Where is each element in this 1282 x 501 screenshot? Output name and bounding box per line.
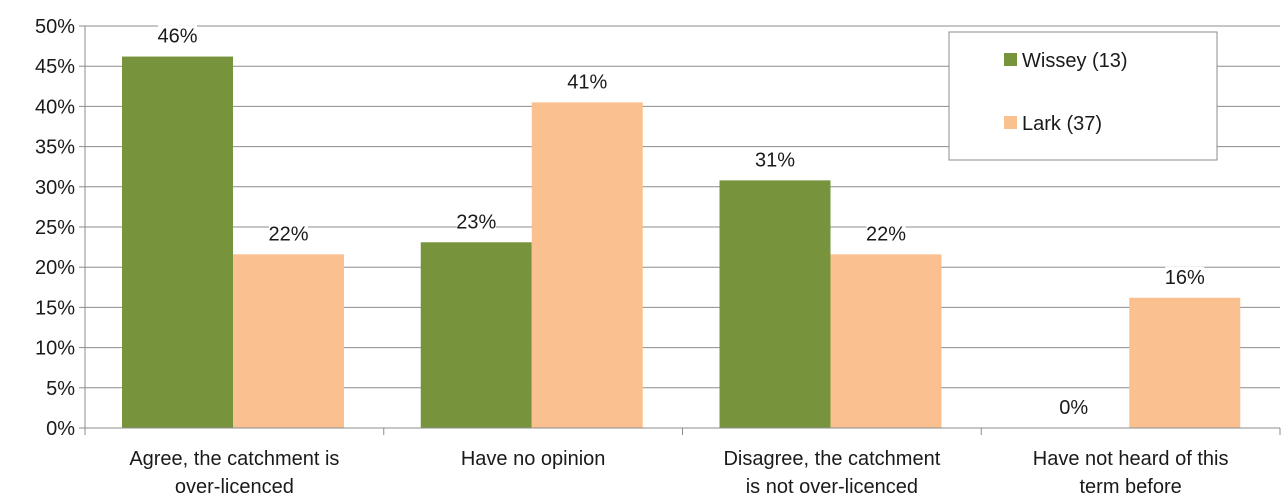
bars — [122, 56, 1241, 428]
data-label-background — [456, 211, 496, 236]
x-category-label: term before — [1079, 476, 1181, 498]
data-label: 16% — [1165, 267, 1205, 289]
x-category-label: Have no opinion — [461, 448, 606, 470]
y-tick-label: 45% — [35, 56, 75, 78]
y-tick-label: 5% — [46, 378, 75, 400]
data-label: 22% — [268, 223, 308, 245]
data-labels: 46% 23% 31% 0% 22% 41% 22% 16% — [157, 25, 1205, 421]
bar — [233, 254, 344, 428]
y-tick-label: 35% — [35, 137, 75, 159]
data-label: 23% — [456, 211, 496, 233]
bar — [531, 102, 643, 428]
y-tick-label: 30% — [35, 177, 75, 199]
data-label-background — [1165, 266, 1205, 291]
legend-entry: Lark (37) — [1022, 113, 1102, 135]
data-label: 31% — [755, 149, 795, 171]
y-tick-label: 0% — [46, 418, 75, 440]
x-category-label: is not over-licenced — [746, 476, 918, 498]
x-category-label: Agree, the catchment is — [129, 448, 339, 470]
data-label-background — [1059, 397, 1088, 421]
y-tick-label: 20% — [35, 257, 75, 279]
x-category-label: over-licenced — [175, 476, 294, 498]
bar — [719, 180, 831, 428]
legend: Wissey (13) Lark (37) — [948, 31, 1218, 161]
y-axis-ticks: 0% 5% 10% 15% 20% 25% 30% 35% 40% 45% 50% — [35, 16, 85, 440]
bar — [1129, 297, 1241, 428]
y-tick-label: 40% — [35, 96, 75, 118]
bar — [830, 254, 942, 428]
x-category-label: Disagree, the catchment — [723, 448, 940, 470]
data-label: 0% — [1059, 397, 1088, 419]
legend-box — [948, 31, 1218, 161]
y-tick-label: 25% — [35, 217, 75, 239]
y-tick-label: 15% — [35, 297, 75, 319]
data-label-background — [755, 149, 795, 174]
x-category-label: Have not heard of this — [1033, 448, 1229, 470]
data-label-background — [269, 223, 308, 248]
data-label-background — [567, 71, 607, 96]
data-label: 46% — [157, 26, 197, 48]
bar — [420, 242, 532, 428]
y-tick-label: 50% — [35, 16, 75, 38]
data-label-background — [158, 25, 197, 50]
legend-swatch — [1004, 116, 1017, 129]
legend-swatch — [1004, 53, 1017, 66]
y-tick-label: 10% — [35, 338, 75, 360]
data-label: 22% — [866, 223, 906, 245]
legend-entry: Wissey (13) — [1022, 50, 1128, 72]
x-axis-categories: Agree, the catchment is over-licenced Have… — [129, 448, 1228, 498]
data-label-background — [866, 223, 906, 248]
data-label: 41% — [567, 71, 607, 93]
bar — [122, 56, 233, 428]
